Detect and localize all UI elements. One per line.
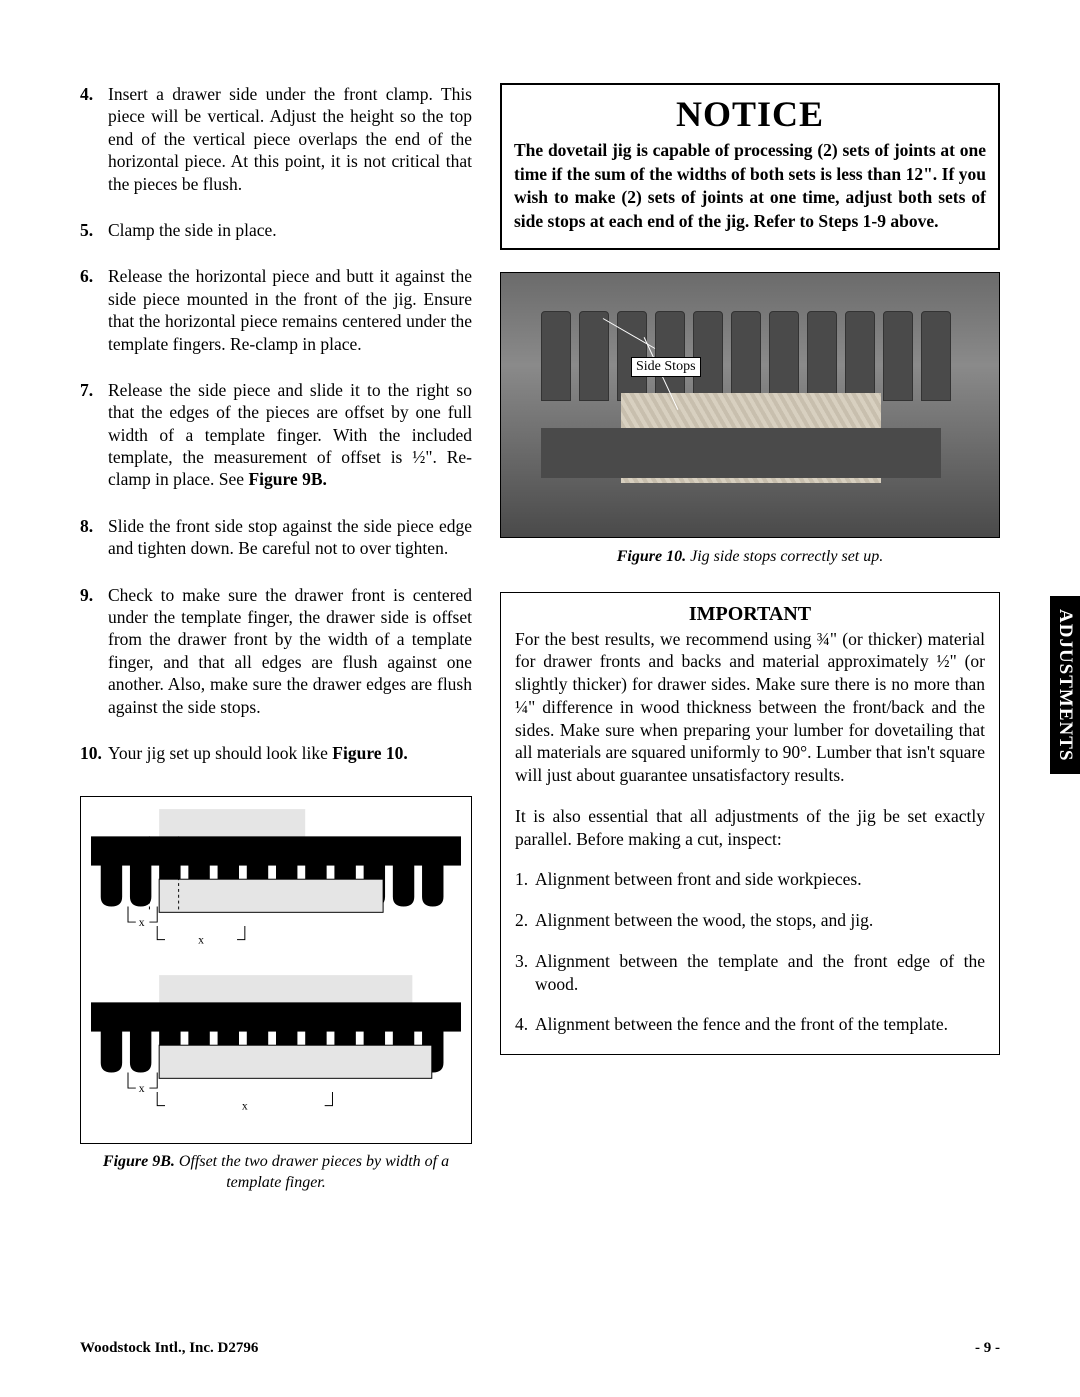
- check-text: Alignment between front and side workpie…: [535, 868, 862, 891]
- check-num: 3.: [515, 950, 535, 996]
- check-item: 2.Alignment between the wood, the stops,…: [515, 909, 985, 932]
- jig-diagram-bottom: x x: [91, 973, 461, 1133]
- step-9: 9. Check to make sure the drawer front i…: [80, 584, 472, 718]
- footer-left: Woodstock Intl., Inc. D2796: [80, 1340, 258, 1357]
- check-num: 1.: [515, 868, 535, 891]
- step-text-bold: Figure 9B.: [248, 469, 326, 489]
- notice-title: NOTICE: [514, 93, 986, 135]
- figure-10-photo: Side Stops: [500, 272, 1000, 538]
- notice-body: The dovetail jig is capable of processin…: [514, 139, 986, 234]
- jig-diagram-top: x x: [91, 807, 461, 967]
- figure-label: Figure 9B.: [103, 1153, 175, 1170]
- step-text: Your jig set up should look like Figure …: [108, 742, 472, 764]
- important-body: For the best results, we recommend using…: [515, 628, 985, 1037]
- step-number: 5.: [80, 219, 108, 241]
- svg-text:x: x: [139, 916, 145, 929]
- step-text: Release the side piece and slide it to t…: [108, 379, 472, 491]
- figure-9b-diagram: x x x: [91, 807, 461, 1133]
- photo-bar: [541, 428, 941, 478]
- step-text-a: Your jig set up should look like: [108, 743, 332, 763]
- figure-9b-caption: Figure 9B. Offset the two drawer pieces …: [80, 1152, 472, 1194]
- figure-10-caption: Figure 10. Jig side stops correctly set …: [500, 548, 1000, 566]
- step-number: 10.: [80, 742, 108, 764]
- important-checklist: 1.Alignment between front and side workp…: [515, 868, 985, 1036]
- figure-caption-text: Offset the two drawer pieces by width of…: [175, 1153, 449, 1191]
- page: 4. Insert a drawer side under the front …: [0, 0, 1080, 1234]
- side-stops-label: Side Stops: [631, 357, 701, 377]
- footer: Woodstock Intl., Inc. D2796 - 9 -: [80, 1340, 1000, 1357]
- step-text: Clamp the side in place.: [108, 219, 472, 241]
- step-number: 4.: [80, 83, 108, 195]
- svg-text:x: x: [242, 1100, 248, 1113]
- step-6: 6. Release the horizontal piece and butt…: [80, 265, 472, 355]
- left-column: 4. Insert a drawer side under the front …: [80, 83, 472, 1194]
- right-column: NOTICE The dovetail jig is capable of pr…: [500, 83, 1000, 1194]
- figure-9b-box: x x x: [80, 796, 472, 1144]
- step-text-bold: Figure 10.: [332, 743, 408, 763]
- svg-text:x: x: [198, 934, 204, 947]
- photo-comb: [541, 311, 989, 401]
- step-text: Insert a drawer side under the front cla…: [108, 83, 472, 195]
- notice-box: NOTICE The dovetail jig is capable of pr…: [500, 83, 1000, 250]
- step-4: 4. Insert a drawer side under the front …: [80, 83, 472, 195]
- check-text: Alignment between the wood, the stops, a…: [535, 909, 873, 932]
- check-item: 3.Alignment between the template and the…: [515, 950, 985, 996]
- figure-caption-text: Jig side stops correctly set up.: [686, 548, 883, 565]
- steps-list: 4. Insert a drawer side under the front …: [80, 83, 472, 764]
- step-5: 5. Clamp the side in place.: [80, 219, 472, 241]
- step-number: 8.: [80, 515, 108, 560]
- check-text: Alignment between the fence and the fron…: [535, 1013, 948, 1036]
- important-title: IMPORTANT: [515, 603, 985, 626]
- step-text: Slide the front side stop against the si…: [108, 515, 472, 560]
- step-text: Check to make sure the drawer front is c…: [108, 584, 472, 718]
- step-7: 7. Release the side piece and slide it t…: [80, 379, 472, 491]
- svg-text:x: x: [139, 1082, 145, 1095]
- footer-right: - 9 -: [975, 1340, 1000, 1357]
- step-text: Release the horizontal piece and butt it…: [108, 265, 472, 355]
- check-num: 4.: [515, 1013, 535, 1036]
- step-number: 7.: [80, 379, 108, 491]
- step-10: 10. Your jig set up should look like Fig…: [80, 742, 472, 764]
- check-num: 2.: [515, 909, 535, 932]
- check-item: 1.Alignment between front and side workp…: [515, 868, 985, 891]
- step-number: 9.: [80, 584, 108, 718]
- figure-label: Figure 10.: [617, 548, 686, 565]
- important-p1: For the best results, we recommend using…: [515, 628, 985, 787]
- step-number: 6.: [80, 265, 108, 355]
- check-text: Alignment between the template and the f…: [535, 950, 985, 996]
- important-box: IMPORTANT For the best results, we recom…: [500, 592, 1000, 1056]
- step-8: 8. Slide the front side stop against the…: [80, 515, 472, 560]
- important-p2: It is also essential that all adjustment…: [515, 805, 985, 851]
- section-tab: ADJUSTMENTS: [1050, 596, 1080, 774]
- check-item: 4.Alignment between the fence and the fr…: [515, 1013, 985, 1036]
